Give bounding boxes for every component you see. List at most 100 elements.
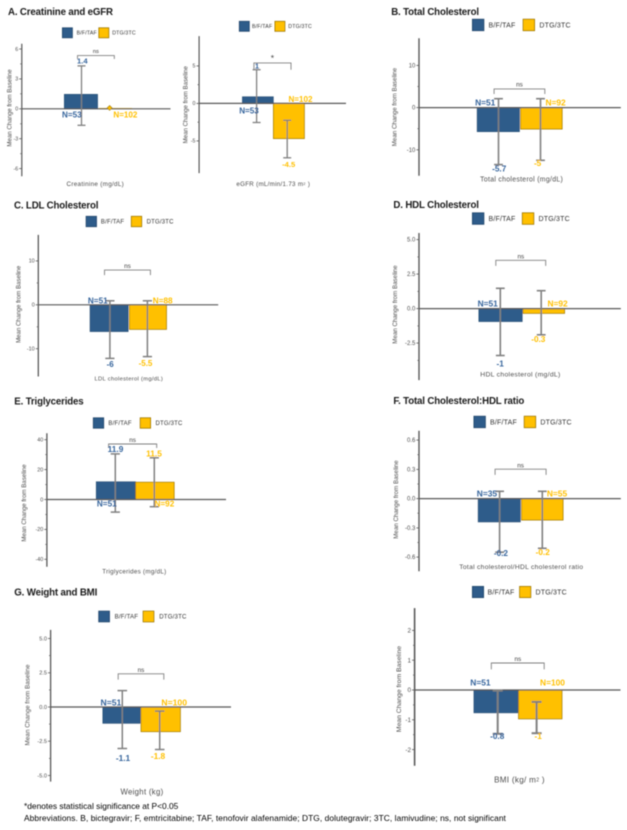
svg-text:Mean Change from Baseline: Mean Change from Baseline — [392, 67, 399, 146]
svg-text:N=102: N=102 — [113, 111, 138, 120]
svg-text:-5.7: -5.7 — [492, 164, 507, 173]
svg-text:N=51: N=51 — [478, 298, 499, 308]
svg-text:Mean Change from Baseline: Mean Change from Baseline — [183, 65, 190, 143]
svg-text:1: 1 — [255, 61, 260, 70]
svg-text:ns: ns — [516, 82, 523, 89]
svg-text:*: * — [271, 53, 275, 63]
svg-text:B/F/TAF: B/F/TAF — [490, 420, 517, 427]
svg-text:-2.5: -2.5 — [405, 341, 416, 347]
svg-text:5.0: 5.0 — [39, 636, 47, 642]
svg-text:-10: -10 — [27, 347, 35, 353]
svg-text:10: 10 — [409, 63, 416, 69]
svg-text:6: 6 — [15, 47, 18, 53]
svg-text:5: 5 — [193, 64, 196, 70]
svg-text:B/F/TAF: B/F/TAF — [489, 23, 516, 30]
svg-text:N=51: N=51 — [88, 297, 108, 306]
svg-text:LDL cholesterol (mg/dL): LDL cholesterol (mg/dL) — [95, 377, 164, 383]
svg-text:N=92: N=92 — [545, 98, 566, 108]
svg-text:11.9: 11.9 — [108, 444, 124, 454]
svg-text:N=102: N=102 — [288, 95, 313, 104]
svg-text:-2.5: -2.5 — [37, 739, 47, 745]
svg-text:N=53: N=53 — [62, 111, 82, 120]
svg-text:B/F/TAF: B/F/TAF — [252, 24, 272, 30]
svg-text:-0.3: -0.3 — [531, 335, 546, 344]
svg-text:N=92: N=92 — [547, 298, 568, 308]
svg-text:2: 2 — [407, 628, 411, 635]
svg-text:DTG/3TC: DTG/3TC — [288, 24, 312, 30]
svg-text:1: 1 — [407, 657, 411, 664]
svg-text:1.4: 1.4 — [77, 57, 88, 66]
svg-text:11.5: 11.5 — [146, 449, 162, 459]
svg-text:F. Total Cholesterol:HDL ratio: F. Total Cholesterol:HDL ratio — [393, 396, 524, 407]
svg-text:40: 40 — [37, 438, 43, 444]
svg-text:N=55: N=55 — [547, 489, 568, 499]
svg-text:0: 0 — [40, 497, 43, 503]
svg-text:ns: ns — [129, 437, 136, 444]
svg-text:B/F/TAF: B/F/TAF — [77, 31, 97, 37]
svg-text:3: 3 — [15, 77, 18, 83]
svg-text:10: 10 — [29, 259, 35, 265]
svg-text:Mean Change from Baseline: Mean Change from Baseline — [24, 664, 31, 745]
svg-text:-6: -6 — [107, 360, 115, 369]
svg-text:DTG/3TC: DTG/3TC — [539, 23, 570, 30]
svg-text:DTG/3TC: DTG/3TC — [536, 590, 567, 597]
svg-text:N=51: N=51 — [470, 677, 491, 687]
svg-text:Mean Change from Baseline: Mean Change from Baseline — [396, 646, 403, 732]
svg-text:-3: -3 — [13, 137, 18, 143]
svg-text:ns: ns — [93, 49, 99, 55]
svg-text:-1: -1 — [497, 360, 505, 369]
svg-text:ns: ns — [517, 462, 524, 469]
svg-text:C. LDL Cholesterol: C. LDL Cholesterol — [14, 201, 98, 212]
svg-text:-10: -10 — [407, 148, 416, 154]
svg-text:0: 0 — [193, 101, 196, 107]
svg-text:N=92: N=92 — [154, 500, 174, 509]
svg-text:0: 0 — [407, 687, 411, 694]
svg-text:0.6: 0.6 — [407, 438, 416, 444]
svg-text:eGFR (mL/min/1.73 m2 ): eGFR (mL/min/1.73 m2 ) — [236, 181, 310, 188]
svg-text:-5: -5 — [191, 139, 196, 145]
svg-text:HDL cholesterol (mg/dL): HDL cholesterol (mg/dL) — [480, 371, 560, 378]
svg-text:DTG/3TC: DTG/3TC — [540, 420, 571, 427]
svg-text:-6: -6 — [13, 166, 18, 172]
svg-text:-1.1: -1.1 — [116, 753, 131, 763]
svg-text:N=100: N=100 — [161, 698, 187, 708]
svg-text:-1: -1 — [535, 732, 543, 741]
svg-text:-4.5: -4.5 — [282, 160, 296, 169]
svg-text:B/F/TAF: B/F/TAF — [489, 216, 516, 223]
svg-text:-0.2: -0.2 — [536, 548, 551, 557]
svg-text:0.3: 0.3 — [407, 467, 416, 473]
svg-text:DTG/3TC: DTG/3TC — [156, 421, 184, 427]
svg-text:ns: ns — [514, 656, 521, 663]
svg-text:ns: ns — [517, 253, 524, 260]
svg-text:Mean Change from Baseline: Mean Change from Baseline — [15, 265, 22, 343]
svg-text:B/F/TAF: B/F/TAF — [115, 614, 139, 621]
svg-text:N=53: N=53 — [239, 107, 259, 116]
svg-text:-1.8: -1.8 — [151, 751, 166, 761]
svg-text:20: 20 — [37, 467, 43, 473]
svg-text:-0.6: -0.6 — [405, 555, 416, 561]
svg-text:N=51: N=51 — [101, 698, 122, 708]
svg-text:0.0: 0.0 — [39, 705, 47, 711]
svg-text:-5.0: -5.0 — [37, 773, 47, 779]
svg-text:N=51: N=51 — [475, 98, 496, 108]
svg-text:0: 0 — [32, 303, 35, 309]
svg-text:Triglycerides (mg/dL): Triglycerides (mg/dL) — [102, 569, 166, 576]
svg-text:2.5: 2.5 — [39, 671, 47, 677]
svg-text:0: 0 — [15, 107, 18, 113]
svg-text:-40: -40 — [36, 557, 44, 563]
svg-text:ns: ns — [124, 263, 131, 270]
svg-text:Weight (kg): Weight (kg) — [120, 787, 163, 796]
svg-text:-5.5: -5.5 — [139, 359, 153, 368]
svg-text:-5: -5 — [534, 159, 542, 168]
svg-text:N=88: N=88 — [153, 297, 173, 306]
svg-text:5.0: 5.0 — [407, 238, 416, 244]
svg-text:0.0: 0.0 — [407, 497, 416, 503]
svg-text:Abbreviations. B, bictegravir;: Abbreviations. B, bictegravir; F, emtric… — [24, 813, 507, 823]
svg-text:B/F/TAF: B/F/TAF — [108, 421, 131, 427]
svg-text:B/F/TAF: B/F/TAF — [101, 220, 124, 226]
svg-text:-0.2: -0.2 — [494, 549, 509, 558]
svg-text:N=51: N=51 — [97, 500, 117, 509]
svg-text:DTG/3TC: DTG/3TC — [147, 220, 175, 226]
svg-text:B. Total Cholesterol: B. Total Cholesterol — [391, 7, 479, 18]
svg-text:A. Creatinine and eGFR: A. Creatinine and eGFR — [8, 7, 113, 18]
